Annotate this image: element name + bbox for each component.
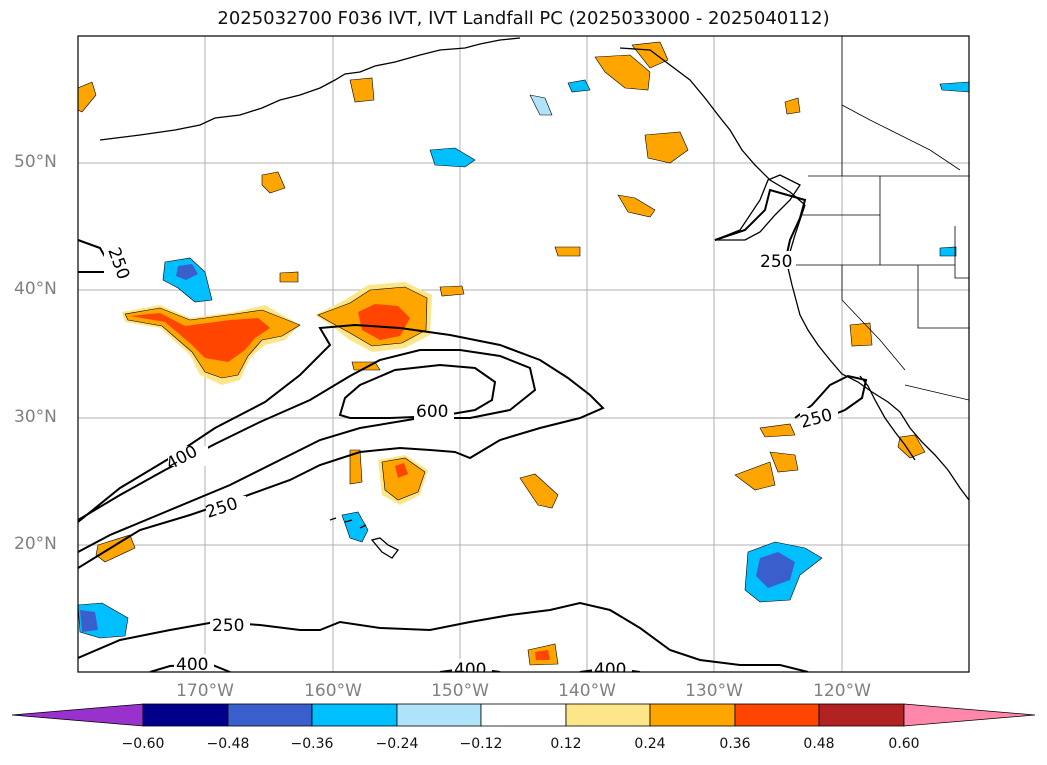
lat-label: 40°N [14,279,57,299]
colorbar-tick-label: 0.48 [803,736,835,752]
colorbar-tick-label: −0.24 [375,736,419,752]
shading-patch [261,171,286,194]
shading-patch [341,511,369,543]
colorbar-tick-label: −0.36 [290,736,334,752]
shading-patch [535,650,550,660]
colorbar-bin [142,703,229,727]
plot-frame [77,35,970,673]
shading-patch [939,81,969,93]
colorbar-bin [649,703,736,727]
vancouver-island [714,174,801,241]
shading-patch [769,451,799,473]
shading-patch [162,257,213,303]
colorbar-bin [311,703,398,727]
shading-patch [80,610,98,632]
contour-600 [338,363,497,419]
ivt-contours [78,188,868,672]
contour-label: 250 [103,245,133,282]
shading-patch [897,434,926,459]
alaska-panhandle [619,47,806,206]
shading-patch [429,147,476,168]
state-borders [790,36,969,401]
map-title: 2025032700 F036 IVT, IVT Landfall PC (20… [217,8,830,29]
contour-250-nw [78,239,110,273]
shading-patch [644,131,689,164]
lon-label: 160°W [304,681,362,701]
shading-patch [759,423,796,438]
shading-patch [95,534,136,563]
shading-patch [631,41,669,69]
shading-patch [381,457,426,501]
shading-patch [130,313,270,362]
shading-patch [849,322,873,347]
hawaii [329,517,399,559]
contour-label: 400 [594,660,626,680]
lon-label: 120°W [813,681,871,701]
colorbar-extend-left [11,703,144,727]
colorbar-tick-label: −0.12 [459,736,503,752]
shading-patch [617,194,656,218]
lat-label: 50°N [14,152,57,172]
baja [859,375,916,461]
shading-patch [939,246,957,257]
colorbar-bin [480,703,567,727]
lon-label: 140°W [558,681,616,701]
colorbar-bin [734,703,820,727]
colorbar [11,703,1036,727]
colorbar-tick-label: 0.12 [550,736,582,752]
ivt-shading [78,41,969,666]
lon-label: 130°W [685,681,743,701]
shading-patch [734,461,776,491]
lon-label: 170°W [176,681,234,701]
colorbar-extend-right [903,703,1036,727]
contour-250-main [78,323,605,569]
shading-patch [567,79,591,93]
colorbar-bin [565,703,651,727]
colorbar-bin [818,703,905,727]
shading-patch [784,97,801,115]
contour-label: 250 [212,616,244,636]
lat-label: 30°N [14,407,57,427]
contour-label: 400 [454,660,486,680]
shading-patch [594,54,651,91]
alaska-coast [99,37,521,141]
shading-patch [519,473,559,509]
colorbar-tick-label: −0.48 [206,736,250,752]
lat-label: 20°N [14,534,57,554]
shading-patch [395,463,408,478]
shading-patch [529,94,553,116]
shading-patch [349,449,363,485]
colorbar-tick-label: 0.24 [634,736,666,752]
colorbar-tick-label: 0.36 [719,736,751,752]
colorbar-bin [227,703,313,727]
colorbar-tick-label: −0.60 [121,736,165,752]
contour-label: 400 [176,655,208,675]
lon-label: 150°W [431,681,489,701]
shading-patch [439,285,465,297]
shading-patch [78,81,97,113]
shading-patch [279,271,299,283]
contour-250-baja [794,374,868,419]
colorbar-tick-label: 0.60 [888,736,920,752]
colorbar-bin [396,703,482,727]
shading-patch [358,304,410,340]
shading-patch [349,77,375,103]
shading-patch [176,264,198,280]
contour-label: 250 [760,252,792,272]
contour-label: 600 [416,402,448,422]
contour-label-group: 250 250 250 400 250 600 250 400 400 400 [103,245,838,680]
shading-patch [554,246,581,257]
shading-patch [756,552,795,588]
contour-400-main [78,349,537,553]
